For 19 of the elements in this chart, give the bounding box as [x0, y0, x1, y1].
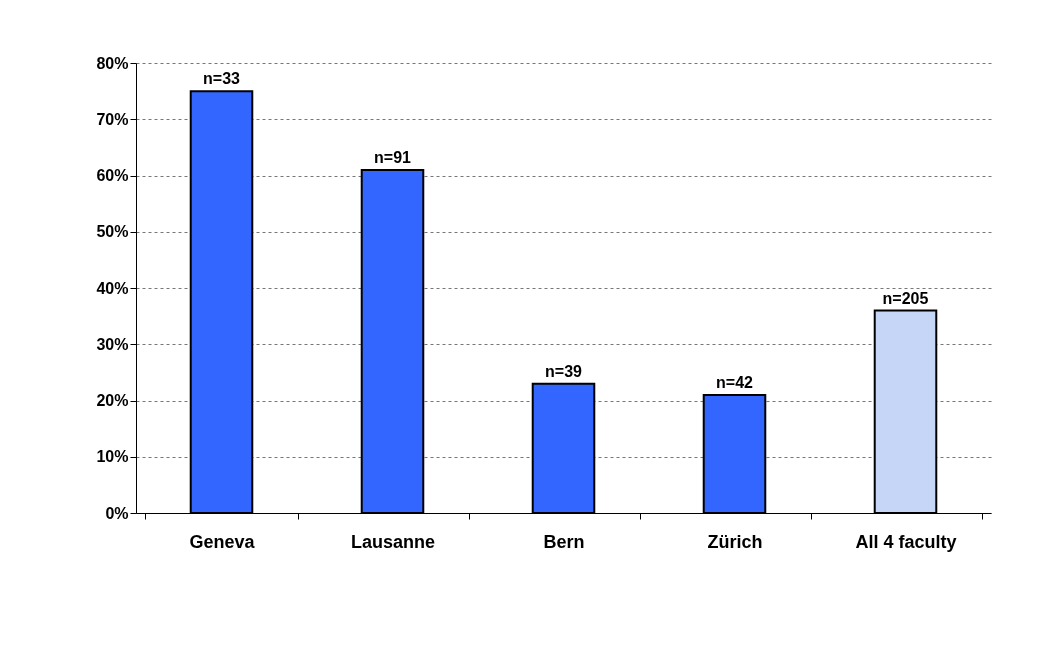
- y-tick-label: 20%: [96, 392, 129, 409]
- y-tick-label: 40%: [96, 279, 129, 297]
- y-tick-label: 80%: [96, 54, 129, 72]
- x-tick-label: Zürich: [707, 531, 763, 552]
- annotation: n=42: [716, 373, 754, 391]
- x-tick-label: Geneva: [189, 531, 256, 552]
- x-tick-label: All 4 faculty: [855, 531, 957, 552]
- x-tick-label: Lausanne: [350, 531, 436, 552]
- annotation: n=91: [374, 148, 412, 166]
- y-tick-label: 30%: [96, 335, 129, 353]
- y-tick-label: 0%: [105, 504, 129, 522]
- y-tick-label: 50%: [96, 223, 129, 241]
- annotation: n=33: [203, 70, 241, 88]
- y-tick-label: 70%: [96, 110, 129, 128]
- annotation: n=39: [545, 362, 583, 380]
- y-tick-label: 10%: [96, 448, 129, 466]
- annotation: n=205: [882, 289, 929, 307]
- x-tick-label: Bern: [543, 531, 585, 552]
- y-tick-label: 60%: [96, 167, 129, 184]
